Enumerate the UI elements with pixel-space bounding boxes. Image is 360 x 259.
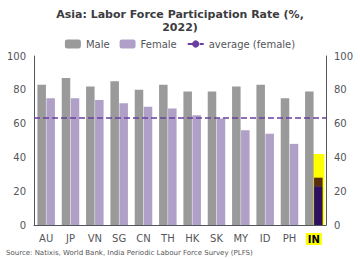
svg-text:20: 20 bbox=[13, 186, 26, 197]
svg-text:Male: Male bbox=[86, 39, 110, 50]
svg-text:average (female): average (female) bbox=[209, 39, 295, 50]
svg-text:TH: TH bbox=[160, 233, 175, 244]
svg-text:PH: PH bbox=[283, 233, 297, 244]
svg-text:JP: JP bbox=[65, 233, 75, 244]
svg-text:Source: Natixis, World Bank, I: Source: Natixis, World Bank, India Perio… bbox=[6, 249, 253, 257]
svg-text:60: 60 bbox=[13, 118, 26, 129]
svg-text:SG: SG bbox=[112, 233, 126, 244]
svg-text:40: 40 bbox=[334, 152, 347, 163]
svg-text:VN: VN bbox=[88, 233, 102, 244]
svg-text:80: 80 bbox=[13, 84, 26, 95]
svg-text:Asia: Labor Force Participatio: Asia: Labor Force Participation Rate (%, bbox=[56, 8, 304, 21]
svg-text:HK: HK bbox=[185, 233, 200, 244]
svg-text:2022): 2022) bbox=[162, 21, 198, 34]
svg-text:SK: SK bbox=[210, 233, 223, 244]
svg-text:IN: IN bbox=[308, 234, 320, 245]
svg-text:40: 40 bbox=[13, 152, 26, 163]
svg-text:80: 80 bbox=[334, 84, 347, 95]
svg-text:ID: ID bbox=[260, 233, 271, 244]
svg-text:MY: MY bbox=[233, 233, 249, 244]
svg-text:100: 100 bbox=[7, 51, 26, 62]
svg-text:100: 100 bbox=[334, 51, 353, 62]
svg-text:0: 0 bbox=[334, 220, 340, 231]
svg-text:60: 60 bbox=[334, 118, 347, 129]
svg-text:AU: AU bbox=[39, 233, 53, 244]
svg-text:CN: CN bbox=[136, 233, 150, 244]
svg-text:0: 0 bbox=[20, 220, 26, 231]
svg-text:20: 20 bbox=[334, 186, 347, 197]
svg-text:Female: Female bbox=[141, 39, 177, 50]
